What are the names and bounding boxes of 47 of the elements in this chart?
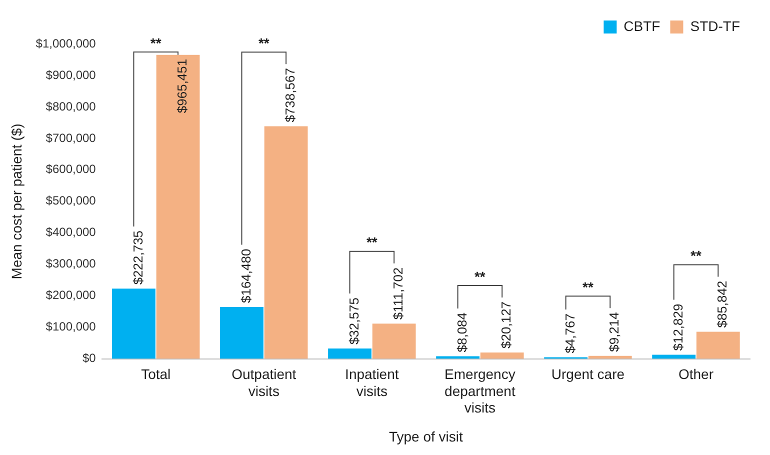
x-tick-label: Total: [141, 366, 171, 382]
legend-label: CBTF: [624, 18, 660, 34]
x-tick-label: Other: [678, 366, 714, 382]
data-label: $9,214: [606, 312, 622, 352]
annotation: **: [366, 234, 378, 250]
y-tick-label: $700,000: [46, 130, 96, 145]
annotation: **: [258, 34, 270, 51]
data-label: $20,127: [498, 301, 514, 348]
bar: [328, 348, 372, 359]
data-label: $111,702: [390, 267, 406, 320]
y-tick-label: $200,000: [46, 288, 96, 302]
bar: [480, 352, 524, 359]
data-label: $12,829: [670, 304, 686, 351]
annotation: **: [474, 268, 486, 284]
data-label: $164,480: [238, 248, 254, 304]
bar: [112, 288, 156, 359]
y-tick-label: $1,000,000: [36, 36, 96, 50]
bar: [264, 126, 308, 359]
y-tick-label: $500,000: [46, 194, 96, 208]
data-label: $8,084: [454, 312, 470, 352]
data-label: $222,735: [130, 230, 146, 285]
y-tick-label: $900,000: [46, 68, 96, 82]
annotation: **: [690, 248, 702, 264]
data-label: $965,451: [174, 58, 190, 114]
bar: [696, 332, 740, 359]
y-tick-label: $100,000: [46, 320, 96, 334]
data-label: $85,842: [714, 280, 730, 328]
y-tick-label: $800,000: [46, 99, 96, 114]
data-label: $32,575: [346, 298, 362, 345]
annotation: **: [150, 34, 162, 51]
x-tick-label: Outpatient visits: [232, 366, 296, 399]
data-label: $738,567: [282, 68, 298, 122]
y-tick-label: $600,000: [46, 162, 96, 176]
x-tick-label: Urgent care: [551, 366, 625, 382]
legend-label: STD-TF: [690, 18, 740, 34]
data-label: $4,767: [562, 314, 578, 354]
x-tick-label: Emergency department visits: [444, 366, 516, 416]
x-tick-label: Inpatient visits: [345, 366, 399, 399]
x-axis-title: Type of visit: [388, 428, 463, 444]
y-axis-title: Mean cost per patient ($): [8, 124, 24, 280]
annotation: **: [582, 278, 594, 295]
y-tick-label: $0: [82, 351, 96, 366]
bar: [220, 307, 264, 359]
bar: [372, 324, 416, 359]
y-tick-label: $300,000: [46, 256, 96, 271]
bar: [156, 54, 200, 359]
y-tick-label: $400,000: [46, 225, 96, 240]
